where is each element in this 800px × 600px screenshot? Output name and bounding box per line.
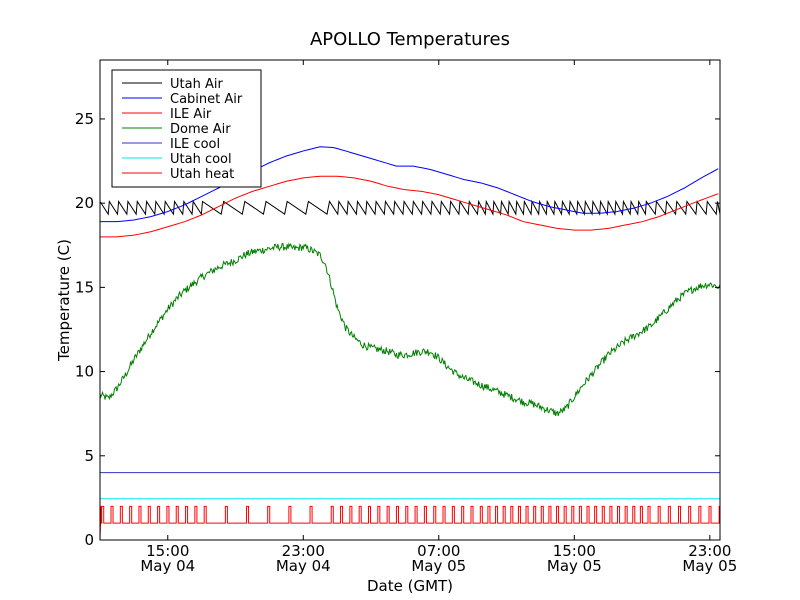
- x-tick-time-label: 07:00: [417, 542, 460, 560]
- x-tick-date-label: May 05: [411, 557, 466, 575]
- x-tick-date-label: May 04: [276, 557, 331, 575]
- x-tick-time-label: 15:00: [553, 542, 596, 560]
- legend-label-utah-cool: Utah cool: [170, 152, 232, 167]
- series-line-utah-air: [100, 199, 720, 216]
- series-line-dome-air: [100, 242, 720, 417]
- x-axis-label: Date (GMT): [367, 577, 453, 595]
- y-tick-label: 10: [75, 363, 94, 381]
- x-tick-date-label: May 05: [547, 557, 602, 575]
- x-tick-time-label: 15:00: [146, 542, 189, 560]
- y-tick-label: 5: [84, 447, 94, 465]
- y-tick-label: 20: [75, 194, 94, 212]
- series-line-ile-air: [100, 175, 719, 238]
- plot-frame: [99, 59, 721, 541]
- legend-label-ile-cool: ILE cool: [170, 137, 220, 152]
- series-line-cabinet-air: [100, 146, 719, 223]
- legend-label-ile-air: ILE Air: [170, 107, 212, 122]
- y-tick-label: 15: [75, 278, 94, 296]
- legend-label-dome-air: Dome Air: [170, 122, 231, 137]
- series-layer: [100, 146, 720, 540]
- x-tick-date-label: May 05: [682, 557, 737, 575]
- legend-label-utah-heat: Utah heat: [170, 167, 234, 182]
- y-axis-label: Temperature (C): [55, 239, 73, 362]
- x-tick-time-label: 23:00: [688, 542, 731, 560]
- series-line-utah-heat: [100, 505, 720, 540]
- x-tick-time-label: 23:00: [282, 542, 325, 560]
- x-tick-date-label: May 04: [140, 557, 195, 575]
- y-tick-label: 0: [84, 531, 94, 549]
- y-tick-label: 25: [75, 110, 94, 128]
- chart-title: APOLLO Temperatures: [310, 29, 510, 50]
- legend-label-utah-air: Utah Air: [170, 77, 223, 92]
- legend-label-cabinet-air: Cabinet Air: [170, 92, 243, 107]
